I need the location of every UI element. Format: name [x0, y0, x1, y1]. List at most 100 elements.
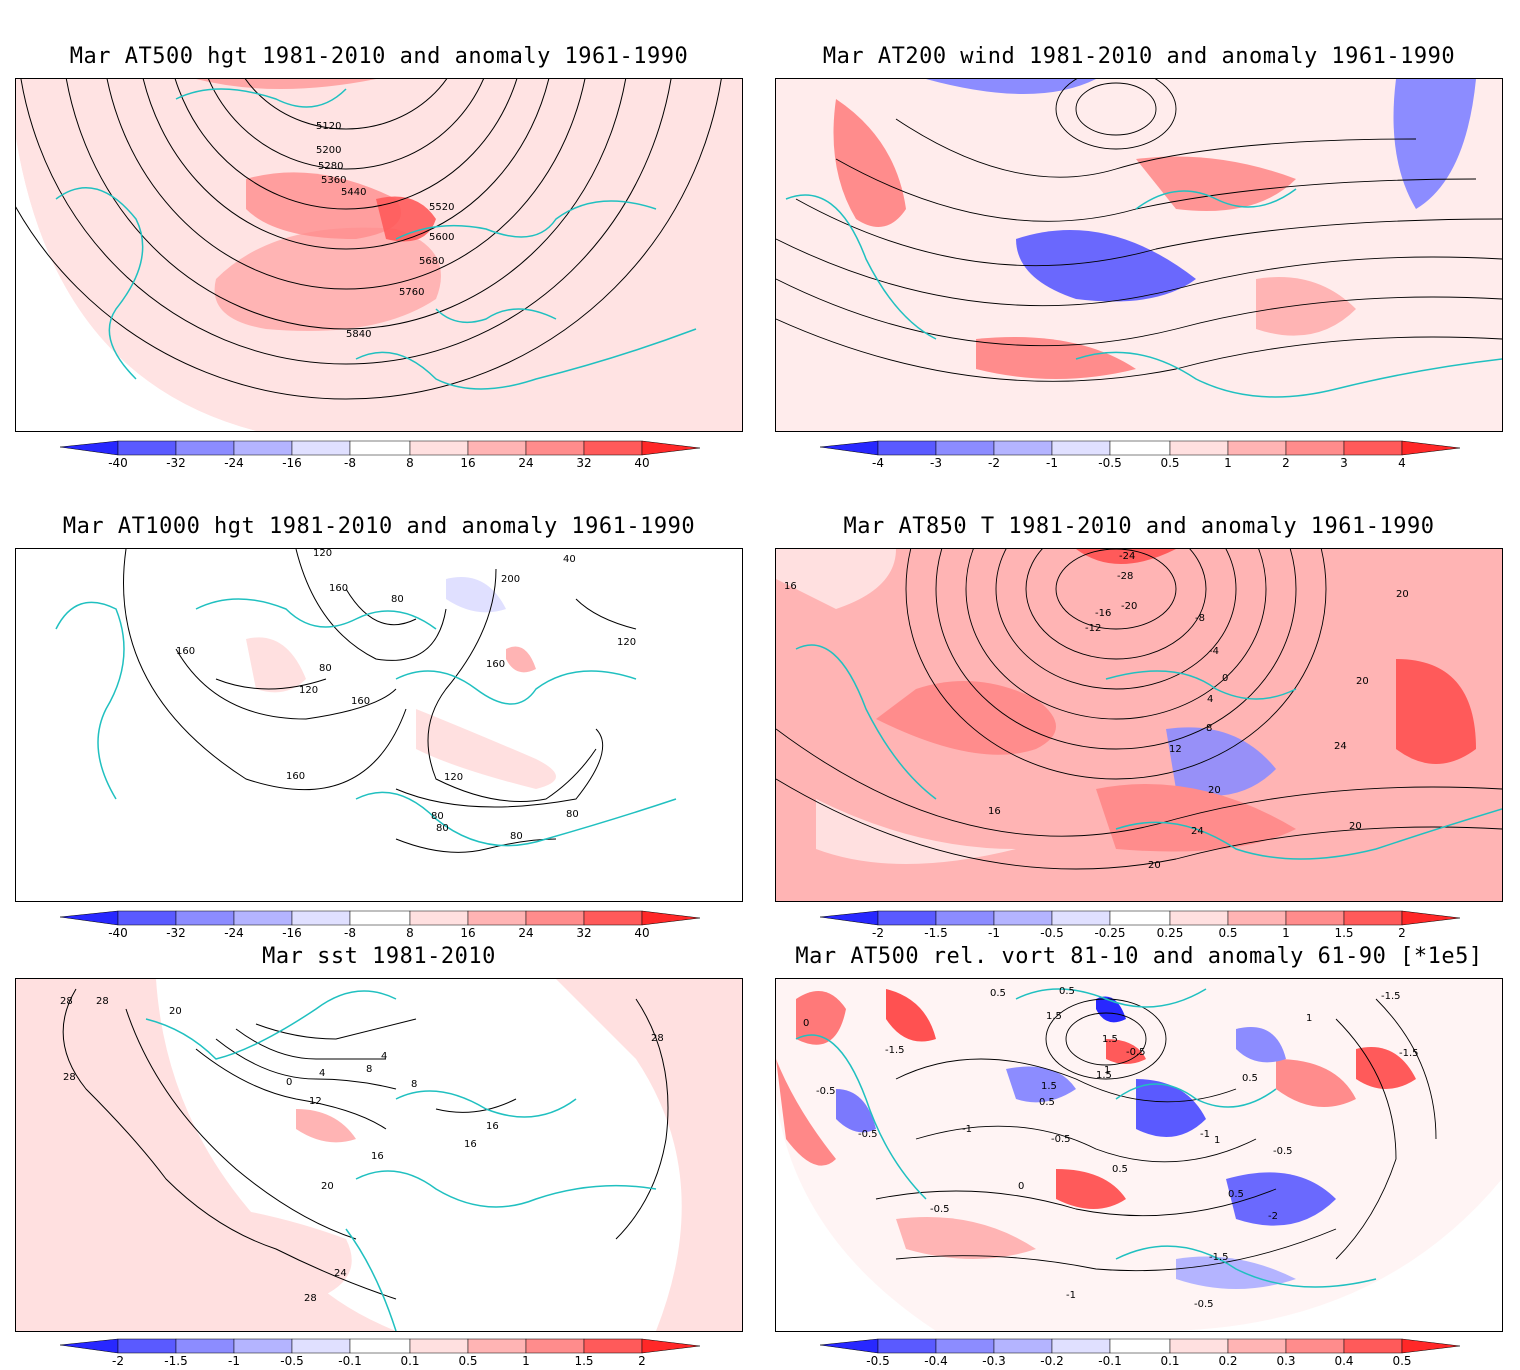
colorbar-tick-label: -0.5 — [280, 1354, 304, 1368]
colorbar-tick-label: -0.5 — [866, 1354, 890, 1368]
svg-text:80: 80 — [431, 811, 444, 822]
colorbar-tick-label: 1.5 — [574, 1354, 594, 1368]
colorbar-graphic — [60, 1338, 701, 1354]
colorbar-tick-label: -0.3 — [982, 1354, 1006, 1368]
colorbar-graphic — [820, 440, 1461, 456]
colorbar-neutral-swatch — [1109, 440, 1171, 456]
colorbar-swatch — [525, 910, 585, 926]
svg-text:24: 24 — [334, 1268, 347, 1279]
map-panel-p5: 28 28 28 20 0 4 8 12 16 20 24 28 4 8 16 … — [15, 978, 743, 1332]
colorbar-low-triangle — [60, 910, 119, 926]
svg-text:-2: -2 — [1268, 1211, 1278, 1222]
colorbar-tick-label: -1.5 — [924, 926, 948, 940]
svg-text:-12: -12 — [1085, 623, 1101, 634]
svg-text:16: 16 — [988, 806, 1001, 817]
svg-text:16: 16 — [464, 1139, 477, 1150]
svg-text:-1.5: -1.5 — [1399, 1048, 1419, 1059]
colorbar-swatch — [117, 910, 177, 926]
colorbar-tick-label: -16 — [282, 456, 302, 470]
contour-labels-p3: 120 160 80 40 200 160 120 160 80 120 160… — [176, 549, 636, 842]
colorbar-high-triangle — [641, 440, 701, 456]
colorbar-swatch — [291, 440, 351, 456]
colorbar-tick-label: -3 — [930, 456, 942, 470]
panel-title-p2: Mar AT200 wind 1981-2010 and anomaly 196… — [822, 44, 1456, 69]
colorbar-high-triangle — [1401, 910, 1461, 926]
panel-title-p5: Mar sst 1981-2010 — [262, 944, 496, 969]
svg-text:120: 120 — [617, 637, 636, 648]
svg-text:1.5: 1.5 — [1046, 1011, 1062, 1022]
svg-text:1: 1 — [1104, 1065, 1110, 1076]
colorbar-tick-label: 0.4 — [1334, 1354, 1354, 1368]
colorbar-tick-label: 40 — [634, 456, 650, 470]
colorbar-tick-label: 0.5 — [1160, 456, 1180, 470]
svg-text:160: 160 — [329, 583, 348, 594]
map-panel-p4: -24 -28 -20 -16 -12 -8 -4 0 4 8 12 16 20… — [775, 548, 1503, 902]
colorbar-tick-label: 0.2 — [1218, 1354, 1238, 1368]
svg-text:16: 16 — [784, 581, 797, 592]
colorbar-tick-label: 32 — [576, 926, 592, 940]
colorbar-tick-label: -1 — [1046, 456, 1058, 470]
colorbar-swatch — [1343, 910, 1403, 926]
colorbar-tick-label: -32 — [166, 456, 186, 470]
colorbar-tick-label: -1 — [228, 1354, 240, 1368]
colorbar-swatch — [467, 910, 527, 926]
colorbar-tick-label: 0.5 — [458, 1354, 478, 1368]
svg-text:120: 120 — [313, 549, 332, 559]
svg-text:1.5: 1.5 — [1041, 1081, 1057, 1092]
svg-text:160: 160 — [286, 771, 305, 782]
colorbar-p4: -2 -1.5 -1 -0.5 -0.25 0.25 0.5 1 1.5 2 — [820, 910, 1480, 940]
svg-text:-0.5: -0.5 — [858, 1129, 878, 1140]
colorbar-swatch — [1169, 1338, 1229, 1354]
svg-text:-28: -28 — [1117, 571, 1133, 582]
colorbar-tick-label: -1.5 — [164, 1354, 188, 1368]
colorbar-tick-label: 40 — [634, 926, 650, 940]
map-panel-p1: 5120 5200 5280 5360 5440 5520 5600 5680 … — [15, 78, 743, 432]
colorbar-low-triangle — [820, 1338, 879, 1354]
svg-text:16: 16 — [371, 1151, 384, 1162]
colorbar-swatch — [1285, 910, 1345, 926]
colorbar-swatch — [877, 910, 937, 926]
colorbar-swatch — [877, 440, 937, 456]
colorbar-tick-label: 2 — [1282, 456, 1290, 470]
colorbar-neutral-swatch — [349, 1338, 411, 1354]
svg-text:28: 28 — [304, 1293, 317, 1304]
colorbar-swatch — [1227, 1338, 1287, 1354]
svg-text:1: 1 — [1214, 1135, 1220, 1146]
colorbar-low-triangle — [820, 440, 879, 456]
svg-text:0: 0 — [1222, 673, 1228, 684]
colorbar-swatch — [1051, 440, 1111, 456]
svg-text:-0.5: -0.5 — [1194, 1299, 1214, 1310]
svg-text:-1.5: -1.5 — [1381, 991, 1401, 1002]
svg-text:20: 20 — [1208, 785, 1221, 796]
svg-text:0.5: 0.5 — [1242, 1073, 1258, 1084]
svg-text:120: 120 — [299, 685, 318, 696]
colorbar-tick-label: 1 — [1224, 456, 1232, 470]
svg-text:20: 20 — [1349, 821, 1362, 832]
colorbar-swatch — [935, 1338, 995, 1354]
svg-text:0.5: 0.5 — [990, 988, 1006, 999]
svg-text:5200: 5200 — [316, 145, 341, 156]
colorbar-tick-label: 2 — [1398, 926, 1406, 940]
svg-text:28: 28 — [651, 1033, 664, 1044]
colorbar-tick-label: 24 — [518, 926, 534, 940]
colorbar-swatch — [467, 1338, 527, 1354]
colorbar-swatch — [1169, 440, 1229, 456]
colorbar-swatch — [233, 1338, 293, 1354]
colorbar-high-triangle — [641, 910, 701, 926]
svg-text:20: 20 — [1396, 589, 1409, 600]
colorbar-swatch — [993, 1338, 1053, 1354]
colorbar-swatch — [877, 1338, 937, 1354]
colorbar-swatch — [233, 440, 293, 456]
colorbar-swatch — [409, 440, 469, 456]
colorbar-p2: -4 -3 -2 -1 -0.5 0.5 1 2 3 4 — [820, 440, 1480, 470]
panel-title-p4: Mar AT850 T 1981-2010 and anomaly 1961-1… — [843, 514, 1435, 539]
svg-text:-0.5: -0.5 — [1126, 1047, 1146, 1058]
svg-text:80: 80 — [319, 663, 332, 674]
colorbar-tick-label: -16 — [282, 926, 302, 940]
svg-text:0.5: 0.5 — [1228, 1189, 1244, 1200]
svg-text:0.5: 0.5 — [1059, 986, 1075, 997]
colorbar-swatch — [583, 440, 643, 456]
svg-text:28: 28 — [60, 996, 73, 1007]
svg-text:0: 0 — [286, 1077, 292, 1088]
colorbar-tick-label: -2 — [988, 456, 1000, 470]
